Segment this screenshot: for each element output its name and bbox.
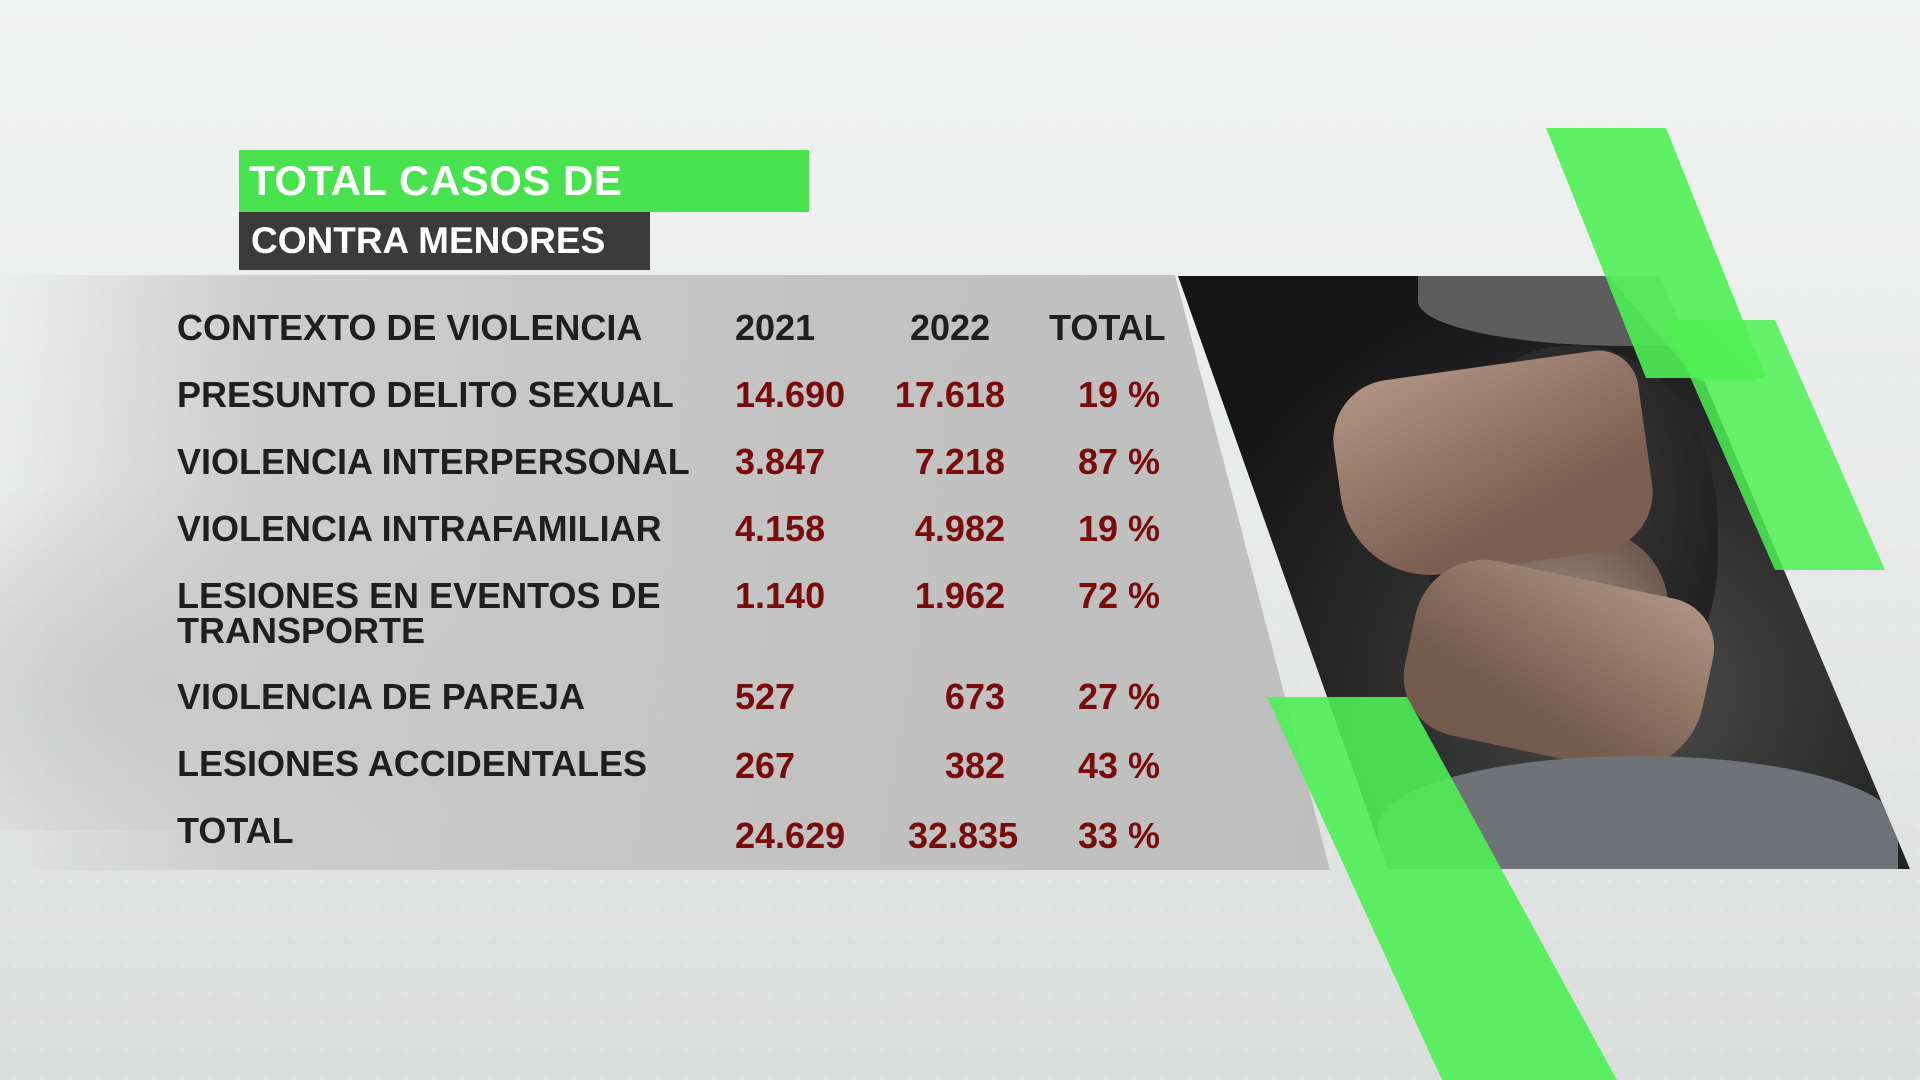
row-value-2021: 3.847 [735,441,826,482]
row-value-total: 72 % [1077,575,1160,616]
row-value-2021: 4.158 [735,508,826,549]
header-total: TOTAL [1049,307,1166,348]
total-value-total: 33 % [1077,815,1160,856]
title-main: TOTAL CASOS DE VIOLENCIA [239,150,809,266]
row-label: VIOLENCIA INTRAFAMILIAR [177,508,662,549]
header-2022: 2022 [910,307,991,348]
row-value-2022: 4.982 [914,508,1005,549]
row-value-2022: 382 [944,745,1005,786]
row-value-total: 19 % [1077,508,1160,549]
row-label: LESIONES EN EVENTOS DE TRANSPORTE [177,575,661,651]
row-value-total: 87 % [1077,441,1160,482]
row-label: LESIONES ACCIDENTALES [177,743,648,784]
row-label: VIOLENCIA DE PAREJA [177,676,586,717]
row-value-2021: 267 [735,745,796,786]
row-value-total: 27 % [1077,676,1160,717]
row-value-2021: 14.690 [735,374,846,415]
table-panel [0,275,1330,870]
row-value-2021: 527 [735,676,796,717]
header-2021: 2021 [735,307,816,348]
row-label-total: TOTAL [177,810,294,851]
title-subtitle: CONTRA MENORES [239,212,650,270]
row-label: VIOLENCIA INTERPERSONAL [177,441,690,482]
total-value-2022: 32.835 [908,815,1019,856]
row-value-2022: 1.962 [914,575,1005,616]
header-context: CONTEXTO DE VIOLENCIA [177,307,643,348]
row-value-2022: 17.618 [894,374,1005,415]
row-value-total: 19 % [1077,374,1160,415]
row-value-2021: 1.140 [735,575,826,616]
row-value-total: 43 % [1077,745,1160,786]
row-value-2022: 7.218 [914,441,1005,482]
row-label: PRESUNTO DELITO SEXUAL [177,374,674,415]
row-value-2022: 673 [944,676,1005,717]
total-value-2021: 24.629 [735,815,846,856]
